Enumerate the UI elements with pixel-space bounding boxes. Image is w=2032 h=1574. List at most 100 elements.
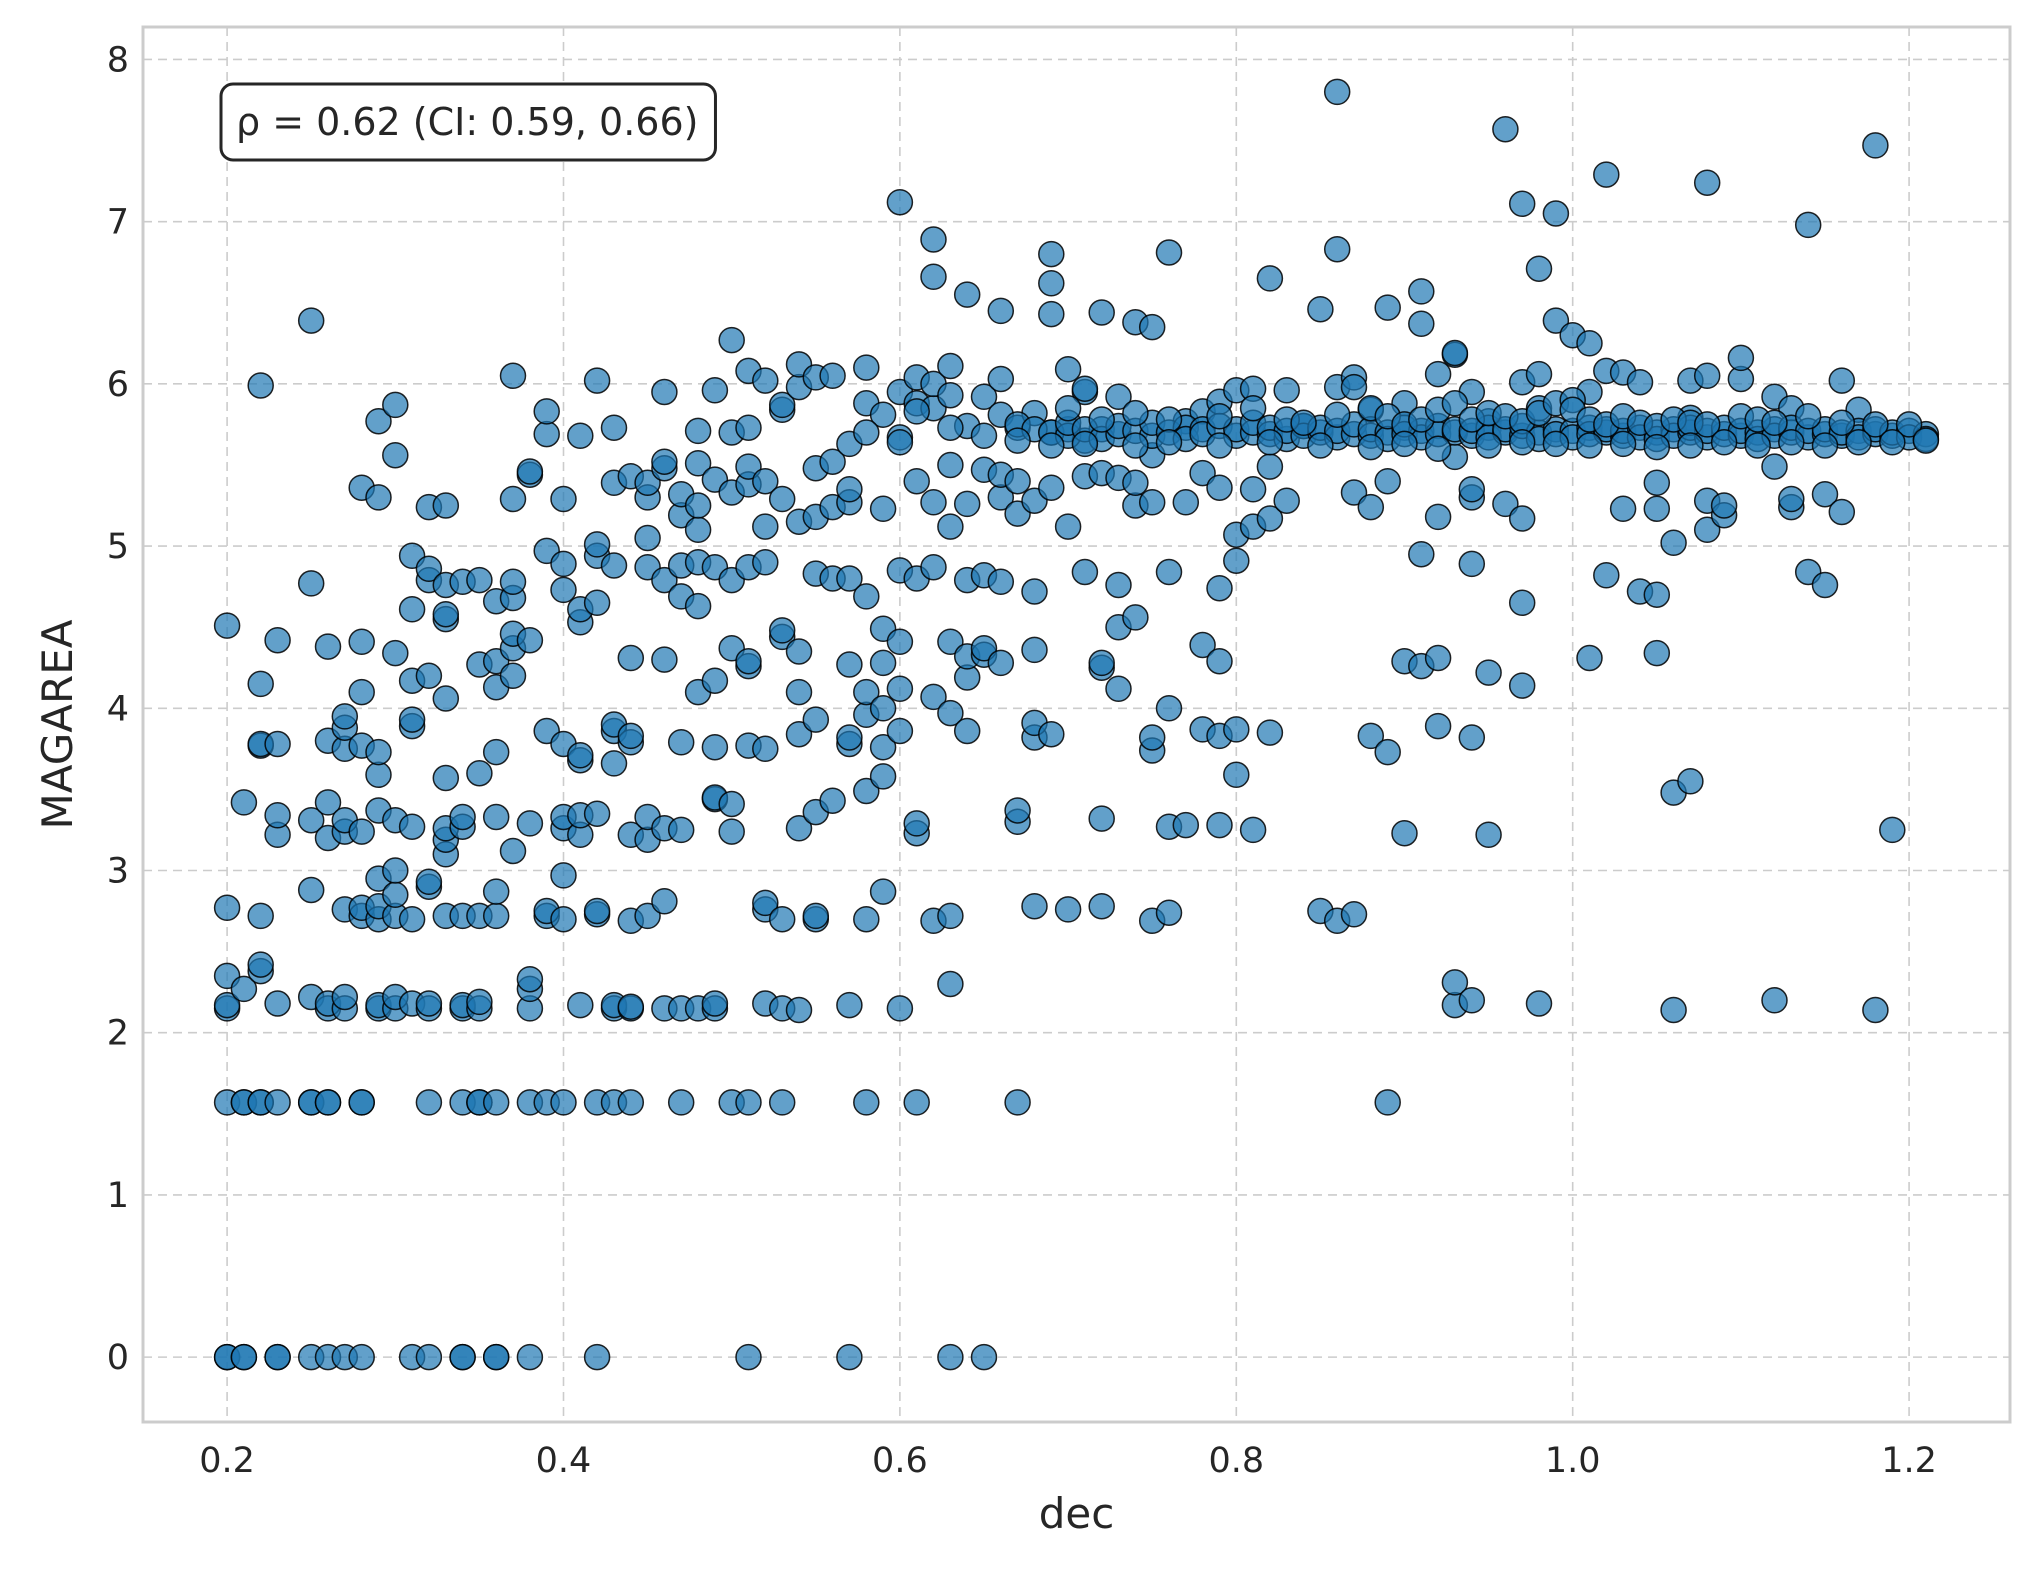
scatter-point xyxy=(1038,240,1065,268)
scatter-point xyxy=(953,717,981,745)
x-tick-label: 0.2 xyxy=(199,1441,255,1481)
scatter-point xyxy=(1811,571,1839,599)
scatter-point xyxy=(398,813,426,840)
scatter-point xyxy=(1693,411,1721,438)
scatter-point xyxy=(1475,432,1502,459)
scatter-point xyxy=(415,1343,443,1371)
scatter-point xyxy=(247,372,274,399)
scatter-point xyxy=(1256,453,1284,480)
scatter-point xyxy=(1744,432,1771,459)
scatter-point xyxy=(1155,558,1183,586)
scatter-point xyxy=(1643,469,1671,497)
scatter-point xyxy=(1609,430,1637,458)
scatter-point xyxy=(348,1343,375,1371)
scatter-point xyxy=(735,647,762,675)
scatter-point xyxy=(768,485,796,513)
scatter-point xyxy=(314,789,342,816)
scatter-point xyxy=(213,894,241,922)
scatter-point xyxy=(937,699,964,727)
scatter-point xyxy=(735,414,762,441)
correlation-annotation: ρ = 0.62 (CI: 0.59, 0.66) xyxy=(219,82,717,162)
scatter-point xyxy=(684,417,712,445)
scatter-point xyxy=(1525,360,1553,388)
annotation-text: ρ = 0.62 (CI: 0.59, 0.66) xyxy=(236,100,698,144)
scatter-point xyxy=(920,553,947,581)
scatter-point xyxy=(1088,649,1115,677)
scatter-point xyxy=(1155,695,1183,722)
scatter-point xyxy=(1508,429,1536,456)
scatter-point xyxy=(752,467,779,495)
scatter-point xyxy=(567,991,594,1019)
scatter-point xyxy=(1172,811,1200,839)
scatter-point xyxy=(1071,430,1099,458)
scatter-point xyxy=(1895,411,1923,438)
scatter-point xyxy=(382,639,409,667)
scatter-point xyxy=(1122,469,1149,497)
scatter-point xyxy=(1239,816,1267,844)
scatter-point xyxy=(1626,368,1654,396)
scatter-point xyxy=(987,649,1015,677)
scatter-point xyxy=(415,990,443,1017)
scatter-point xyxy=(1912,427,1940,454)
scatter-point xyxy=(499,362,527,390)
scatter-point xyxy=(348,628,375,656)
scatter-point xyxy=(1693,362,1721,390)
y-tick-label: 3 xyxy=(107,851,129,891)
scatter-point xyxy=(1206,811,1233,839)
scatter-point xyxy=(987,297,1015,325)
scatter-point xyxy=(1004,1089,1031,1116)
scatter-point xyxy=(634,902,661,930)
scatter-point xyxy=(937,1343,964,1371)
scatter-point xyxy=(735,1089,762,1116)
x-tick-label: 0.4 xyxy=(536,1441,592,1481)
scatter-point xyxy=(1845,429,1872,456)
scatter-point xyxy=(1492,490,1519,518)
scatter-point xyxy=(1576,644,1603,672)
scatter-point xyxy=(415,555,443,583)
scatter-point xyxy=(516,1343,544,1371)
scatter-point xyxy=(886,628,914,656)
scatter-point xyxy=(970,1343,998,1371)
scatter-point xyxy=(230,975,258,1003)
scatter-point xyxy=(1071,558,1099,586)
scatter-point xyxy=(466,566,493,594)
scatter-point xyxy=(230,789,258,816)
scatter-point xyxy=(1088,406,1115,433)
scatter-point xyxy=(752,513,779,540)
scatter-point xyxy=(785,996,813,1024)
scatter-point xyxy=(264,990,291,1017)
scatter-point xyxy=(1525,990,1553,1017)
scatter-point xyxy=(348,1089,375,1116)
scatter-point xyxy=(600,414,628,441)
scatter-point xyxy=(819,787,846,814)
scatter-point xyxy=(1206,403,1233,430)
y-tick-label: 1 xyxy=(107,1176,129,1216)
scatter-point xyxy=(1761,409,1788,437)
scatter-point xyxy=(365,484,392,511)
scatter-point xyxy=(1206,432,1233,459)
scatter-point xyxy=(937,381,964,409)
scatter-point xyxy=(920,489,947,516)
scatter-point xyxy=(701,377,729,404)
scatter-point xyxy=(1021,636,1048,664)
scatter-point xyxy=(768,1089,796,1116)
scatter-point xyxy=(953,281,981,308)
scatter-point xyxy=(1609,495,1637,523)
y-tick-label: 2 xyxy=(107,1014,129,1054)
scatter-point xyxy=(718,326,745,354)
scatter-point xyxy=(920,226,947,253)
scatter-point xyxy=(365,407,392,435)
scatter-point xyxy=(348,818,375,845)
scatter-point xyxy=(1508,505,1536,532)
scatter-point xyxy=(1273,377,1300,404)
scatter-point xyxy=(1408,310,1435,338)
x-tick-label: 0.8 xyxy=(1208,1441,1264,1481)
scatter-point xyxy=(853,777,880,805)
scatter-point xyxy=(230,1343,258,1371)
scatter-point xyxy=(869,649,897,677)
scatter-point xyxy=(1189,631,1216,659)
scatter-point xyxy=(432,600,460,628)
scatter-point xyxy=(1256,265,1284,292)
scatter-point xyxy=(1340,479,1368,506)
